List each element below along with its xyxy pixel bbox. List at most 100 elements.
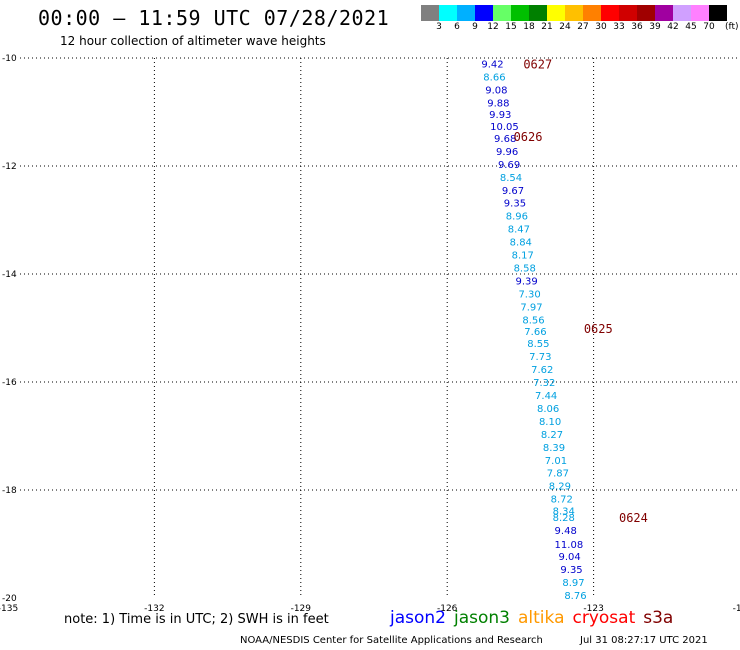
wave-height-value: 9.68: [494, 134, 516, 145]
wave-height-value: 7.97: [520, 302, 542, 313]
wave-height-value: 7.66: [524, 327, 546, 338]
colorbar-label: 12: [487, 22, 499, 32]
wave-height-value: 8.29: [549, 482, 571, 493]
lat-tick-label: -16: [2, 378, 17, 388]
wave-height-value: 8.56: [522, 315, 544, 326]
page-subtitle: 12 hour collection of altimeter wave hei…: [60, 34, 326, 48]
wave-height-value: 9.96: [496, 147, 518, 158]
colorbar-label: 30: [595, 22, 607, 32]
wave-height-value: 8.06: [537, 404, 559, 415]
pass-time-label: 0624: [619, 511, 648, 525]
colorbar-swatch: [583, 5, 601, 21]
wave-height-value: 7.30: [518, 289, 540, 300]
wave-height-value: 8.47: [508, 225, 530, 236]
lon-tick-label: -129: [291, 604, 312, 614]
wave-height-value: 9.39: [516, 276, 538, 287]
pass-time-label: 0627: [523, 57, 552, 71]
footer-credit: NOAA/NESDIS Center for Satellite Applica…: [240, 635, 543, 646]
wave-height-value: 10.05: [490, 122, 519, 133]
wave-height-value: 8.58: [514, 264, 536, 275]
colorbar-label: 15: [505, 22, 517, 32]
wave-height-value: 9.35: [504, 199, 526, 210]
wave-height-value: 8.76: [564, 591, 586, 602]
colorbar-swatch: [493, 5, 511, 21]
lat-tick-label: -20: [2, 594, 17, 604]
wave-height-value: 8.54: [500, 173, 522, 184]
wave-height-value: 9.69: [498, 160, 520, 171]
lon-tick-label: -123: [583, 604, 603, 614]
pass-time-label: 0625: [584, 322, 613, 336]
legend-item: altika: [518, 608, 565, 628]
colorbar-label: 24: [559, 22, 571, 32]
wave-height-value: 9.42: [481, 59, 503, 70]
wave-height-value: 7.73: [529, 352, 551, 363]
legend-item: s3a: [643, 608, 674, 628]
lon-tick-label: -12: [733, 604, 740, 614]
wave-height-value: 8.72: [551, 495, 573, 506]
wave-height-value: 8.55: [527, 339, 549, 350]
legend-item: jason3: [454, 608, 510, 628]
legend-item: jason2: [390, 608, 446, 628]
lon-tick-label: -135: [0, 604, 18, 614]
legend-item: cryosat: [572, 608, 636, 628]
pass-time-label: 0626: [514, 130, 543, 144]
wave-height-value: 9.48: [555, 526, 577, 537]
wave-height-value: 8.96: [506, 212, 528, 223]
colorbar-label: 9: [472, 22, 478, 32]
wave-height-value: 8.10: [539, 417, 561, 428]
wave-height-value: 8.84: [510, 238, 532, 249]
wave-height-value: 7.32: [533, 378, 555, 389]
time-labels: 0627 0626 0625 0624: [514, 57, 648, 525]
colorbar-swatch: [691, 5, 709, 21]
wave-height-value: 8.66: [483, 72, 505, 83]
wave-height-value: 8.28: [553, 513, 575, 524]
colorbar-swatch: [619, 5, 637, 21]
footer-note: note: 1) Time is in UTC; 2) SWH is in fe…: [64, 612, 329, 627]
wave-height-value: 8.34: [553, 507, 575, 518]
colorbar-label: 3: [436, 22, 442, 32]
colorbar-label: 33: [613, 22, 625, 32]
lat-tick-label: -10: [2, 54, 17, 64]
wave-height-value: 7.01: [545, 456, 567, 467]
colorbar-swatch: [709, 5, 727, 21]
wave-height-colorbar: [421, 5, 727, 21]
colorbar-label: 6: [454, 22, 460, 32]
wave-height-value: 8.39: [543, 443, 565, 454]
wave-height-value: 7.44: [535, 391, 557, 402]
colorbar-label: 70: [703, 22, 715, 32]
colorbar-swatch: [475, 5, 493, 21]
wave-height-value: 8.97: [562, 578, 584, 589]
colorbar-swatch: [457, 5, 475, 21]
colorbar-labels: (ft) 3 6 9 12 15 18 21 24 27 30 33 36 39 42 45 70: [421, 22, 740, 36]
map-grid: [20, 57, 740, 598]
axis-tick-labels: -135 -132 -129 -126 -123 -12 -10 -12 -14 -16 -18 -2…: [0, 54, 740, 614]
wave-height-value: 9.67: [502, 186, 524, 197]
colorbar-swatch: [547, 5, 565, 21]
colorbar-swatch: [655, 5, 673, 21]
colorbar-label: 36: [631, 22, 643, 32]
wave-height-value: 8.17: [512, 251, 534, 262]
colorbar-swatch: [439, 5, 457, 21]
wave-height-value: 7.62: [531, 365, 553, 376]
satellite-legend: jason2 jason3 altika cryosat s3a: [390, 608, 681, 628]
colorbar-label: 27: [577, 22, 589, 32]
colorbar-label: 42: [667, 22, 679, 32]
colorbar-swatch: [637, 5, 655, 21]
colorbar-swatch: [529, 5, 547, 21]
page-title: 00:00 – 11:59 UTC 07/28/2021: [38, 6, 390, 30]
wave-height-value: 9.88: [487, 98, 509, 109]
colorbar-swatch: [511, 5, 529, 21]
wave-height-value: 9.35: [560, 565, 582, 576]
lat-tick-label: -18: [2, 486, 17, 496]
wave-height-value: 9.04: [558, 552, 580, 563]
colorbar-swatch: [601, 5, 619, 21]
colorbar-swatch: [565, 5, 583, 21]
colorbar-label: 45: [685, 22, 697, 32]
colorbar-label: 21: [541, 22, 553, 32]
wave-height-value: 9.08: [485, 85, 507, 96]
lat-tick-label: -12: [2, 162, 17, 172]
lon-tick-label: -132: [144, 604, 164, 614]
colorbar-swatch: [421, 5, 439, 21]
colorbar-label: 18: [523, 22, 535, 32]
